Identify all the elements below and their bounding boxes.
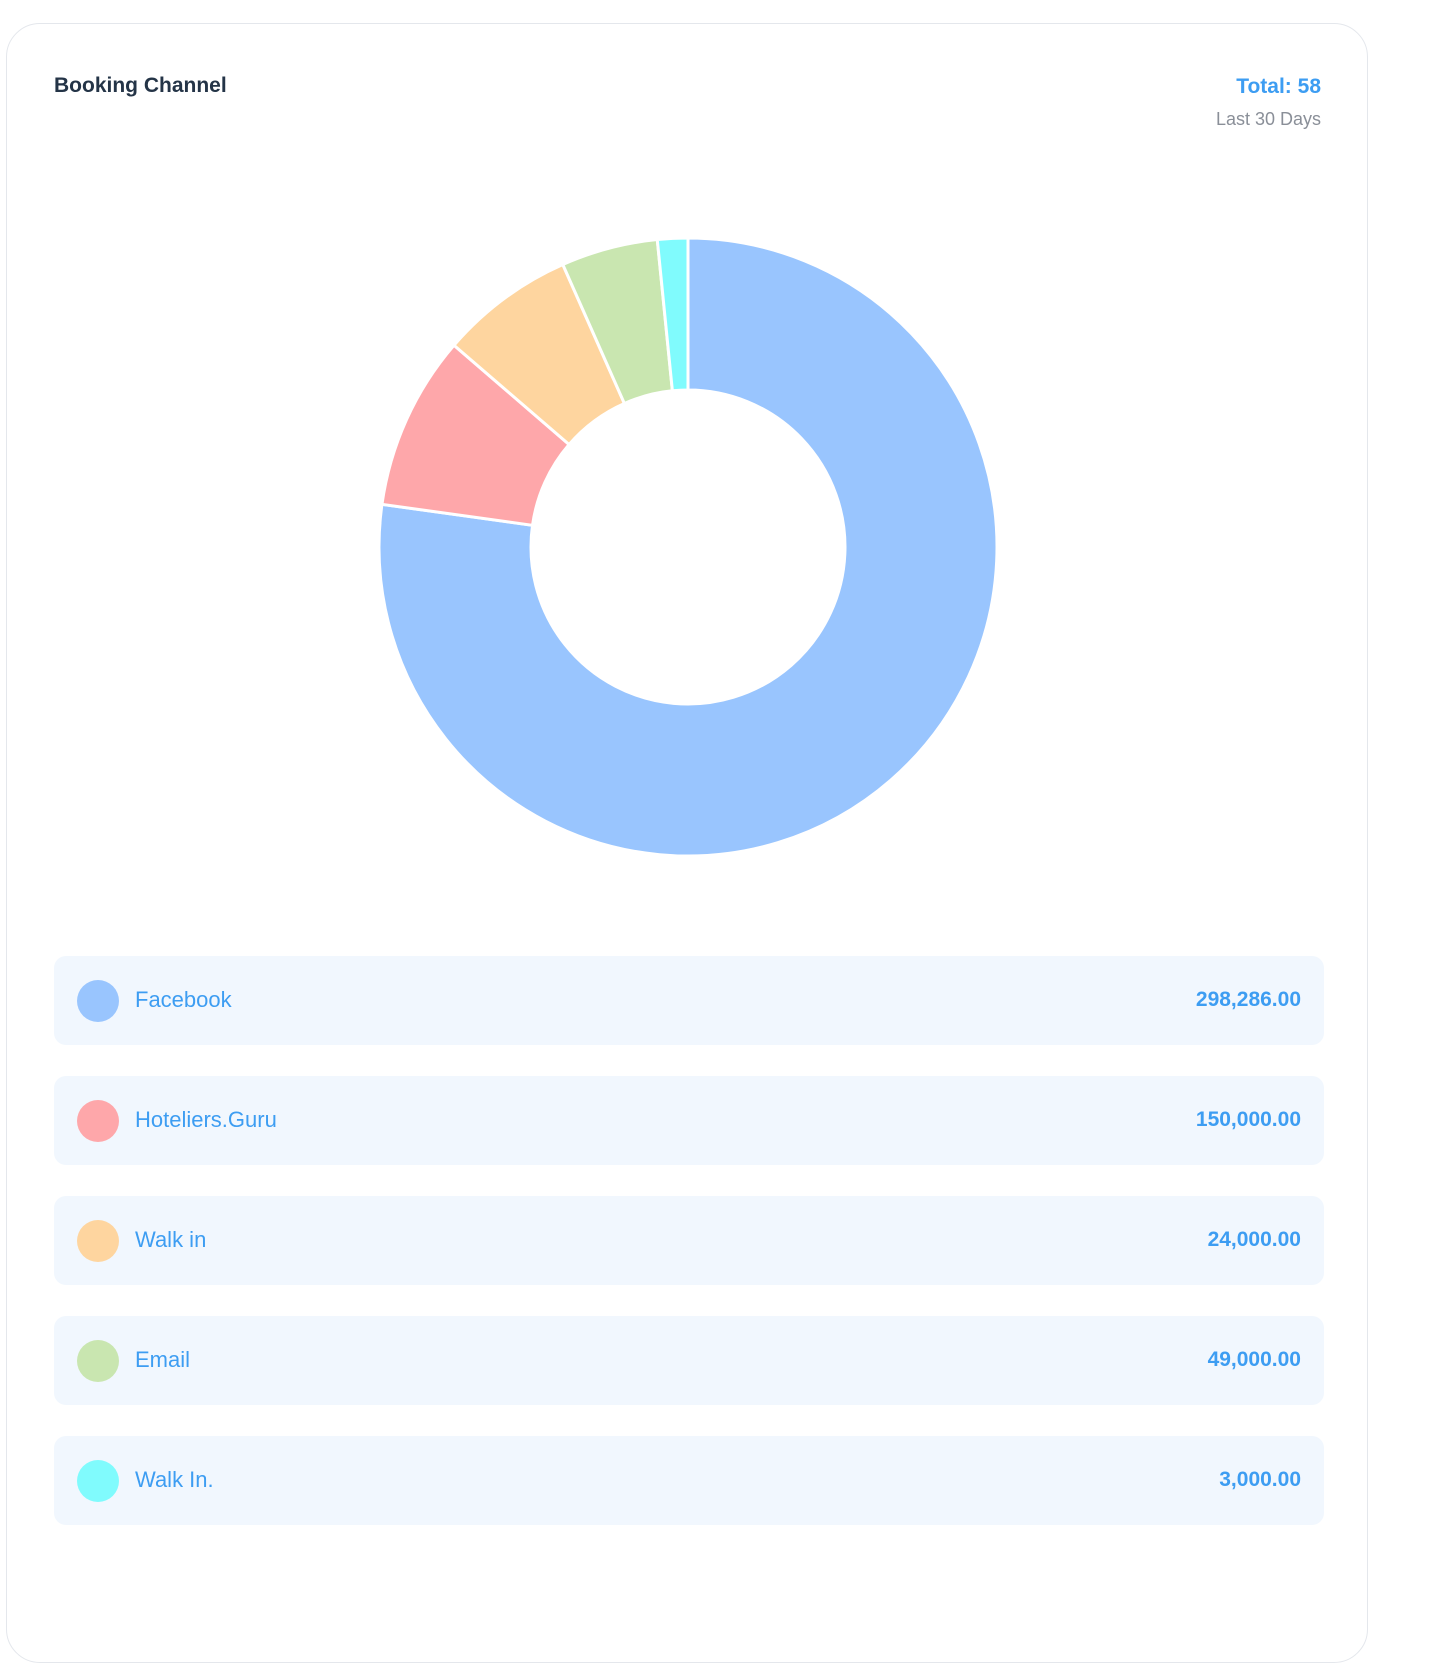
booking-channel-card: Booking Channel Total: 58 Last 30 Days F…: [6, 23, 1368, 1663]
legend-swatch: [77, 980, 119, 1022]
legend-item[interactable]: Walk In. 3,000.00: [54, 1436, 1324, 1525]
donut-chart: [377, 236, 999, 858]
legend-item[interactable]: Hoteliers.Guru 150,000.00: [54, 1076, 1324, 1165]
donut-slice-facebook[interactable]: [377, 236, 999, 858]
legend-label: Facebook: [135, 987, 232, 1012]
legend-item[interactable]: Email 49,000.00: [54, 1316, 1324, 1405]
legend-value: 24,000.00: [1207, 1228, 1301, 1251]
legend-swatch: [77, 1460, 119, 1502]
legend-label: Walk In.: [135, 1467, 214, 1492]
legend-value: 150,000.00: [1195, 1108, 1301, 1131]
legend-swatch: [77, 1340, 119, 1382]
legend-swatch: [77, 1100, 119, 1142]
legend-value: 49,000.00: [1207, 1348, 1301, 1371]
legend-item[interactable]: Walk in 24,000.00: [54, 1196, 1324, 1285]
legend-list: Facebook 298,286.00 Hoteliers.Guru 150,000.…: [54, 956, 1324, 1556]
legend-value: 298,286.00: [1195, 988, 1301, 1011]
legend-item[interactable]: Facebook 298,286.00: [54, 956, 1324, 1045]
period-label: Last 30 Days: [1215, 109, 1321, 129]
legend-label: Email: [135, 1347, 191, 1372]
donut-slice-walk-in-[interactable]: [655, 236, 690, 393]
total-summary: Total: 58 Last 30 Days: [1216, 74, 1321, 130]
legend-label: Hoteliers.Guru: [135, 1107, 277, 1132]
donut-chart-svg: [377, 236, 999, 858]
card-title: Booking Channel: [54, 74, 227, 97]
legend-value: 3,000.00: [1219, 1468, 1301, 1491]
total-count: Total: 58: [1236, 75, 1321, 98]
legend-label: Walk in: [135, 1227, 207, 1252]
legend-swatch: [77, 1220, 119, 1262]
